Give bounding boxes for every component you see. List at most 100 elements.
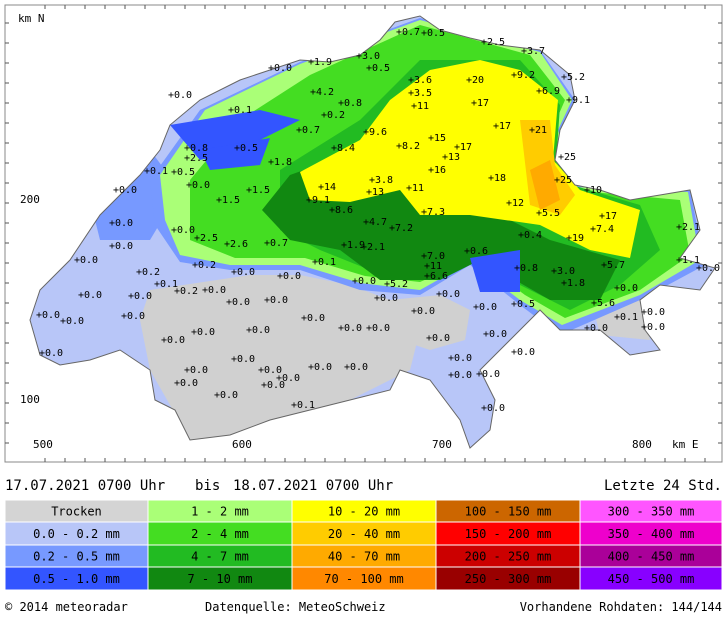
station-value: +6.6 [424,271,448,282]
legend-label: Trocken [51,505,102,519]
station-value: +2.5 [184,153,208,164]
legend-swatch [579,566,723,591]
station-value: +0.2 [174,286,198,297]
station-value: +0.5 [234,143,258,154]
x-label: 700 [432,438,452,451]
station-value: +2.1 [676,222,700,233]
station-value: +0.8 [514,263,538,274]
station-value: +17 [493,121,511,132]
station-value: +0.0 [60,316,84,327]
station-value: +18 [488,173,506,184]
station-value: +0.0 [338,323,362,334]
station-value: +0.0 [476,369,500,380]
station-value: +0.1 [154,279,178,290]
stations: +0.7 +0.5+2.5+3.7+3.0+1.9+0.0 +0.5+5.2+9.2… [36,27,720,414]
station-value: +0.0 [39,348,63,359]
station-value: +14 [318,182,336,193]
period-from: 17.07.2021 0700 Uhr [5,478,165,494]
station-value: +9.2 [511,70,535,81]
station-value: +0.0 [168,90,192,101]
station-value: +10 [584,185,602,196]
station-value: +2.1 [361,242,385,253]
x-unit: km E [672,438,699,451]
legend-label: 450 - 500 mm [608,572,695,586]
station-value: +0.2 [192,260,216,271]
station-value: +16 [428,165,446,176]
y-label: 200 [20,193,40,206]
frame-ticks [5,5,722,462]
period-span: Letzte 24 Std. [604,478,722,494]
station-value: +2.5 [481,37,505,48]
station-value: +0.0 [231,267,255,278]
station-value: +2.5 [194,233,218,244]
station-value: +12 [506,198,524,209]
station-value: +0.0 [374,293,398,304]
station-value: +0.0 [481,403,505,414]
legend-label: 150 - 200 mm [465,527,552,541]
station-value: +6.9 [536,86,560,97]
station-value: +0.0 [246,325,270,336]
legend-label: 300 - 350 mm [608,505,695,519]
station-value: +9.6 [363,127,387,138]
station-value: +0.1 [312,257,336,268]
station-value: +0.0 [473,302,497,313]
station-value: +0.0 [74,255,98,266]
station-value: +7.2 [389,223,413,234]
station-value: +0.1 [228,105,252,116]
station-value: +0.0 [352,276,376,287]
station-value: +0.0 [411,306,435,317]
station-value: +7.0 [421,251,445,262]
legend-label: 1 - 2 mm [191,505,249,519]
x-label: 500 [33,438,53,451]
legend-label: 250 - 300 mm [465,572,552,586]
station-value: +17 [599,211,617,222]
station-value: +9.1 [306,195,330,206]
station-value: +0.0 [109,241,133,252]
station-value: +0.6 [464,246,488,257]
station-value: +0.2 [136,267,160,278]
station-value: +0.8 [184,143,208,154]
station-value: +3.5 [408,88,432,99]
legend-label: 400 - 450 mm [608,550,695,564]
station-value: +13 [366,187,384,198]
station-value: +0.8 [338,98,362,109]
station-value: +0.0 [128,291,152,302]
station-value: +0.7 [396,27,420,38]
copyright: © 2014 meteoradar [5,600,128,614]
station-value: +8.4 [331,143,355,154]
station-value: +0.7 [264,238,288,249]
station-value: +0.0 [276,373,300,384]
station-value: +0.0 [109,218,133,229]
station-value: +3.0 [551,266,575,277]
station-value: +0.0 [226,297,250,308]
station-value: +0.0 [511,347,535,358]
station-value: +5.2 [384,279,408,290]
station-value: +17 [454,142,472,153]
station-value: +1.9 [308,57,332,68]
station-value: +0.0 [448,353,472,364]
station-value: +0.1 [291,400,315,411]
station-value: +0.1 [614,312,638,323]
station-value: +0.0 [258,365,282,376]
station-value: +25 [554,175,572,186]
station-value: +0.0 [36,310,60,321]
station-value: +1.9 [341,240,365,251]
station-value: +0.0 [264,295,288,306]
station-value: +4.7 [363,217,387,228]
source: Datenquelle: MeteoSchweiz [205,600,386,614]
station-value: +0.0 [426,333,450,344]
station-value: +0.0 [448,370,472,381]
station-value: +0.0 [366,323,390,334]
station-value: +0.0 [301,313,325,324]
station-value: +0.0 [436,289,460,300]
station-value: +0.0 [614,283,638,294]
station-value: +0.0 [308,362,332,373]
station-value: +3.6 [408,75,432,86]
station-value: +19 [566,233,584,244]
station-value: +15 [428,133,446,144]
legend-label: 0.5 - 1.0 mm [33,572,120,586]
legend-label: 200 - 250 mm [465,550,552,564]
station-value: +0.0 [483,329,507,340]
station-value: +5.6 [591,298,615,309]
station-value: +0.0 [174,378,198,389]
